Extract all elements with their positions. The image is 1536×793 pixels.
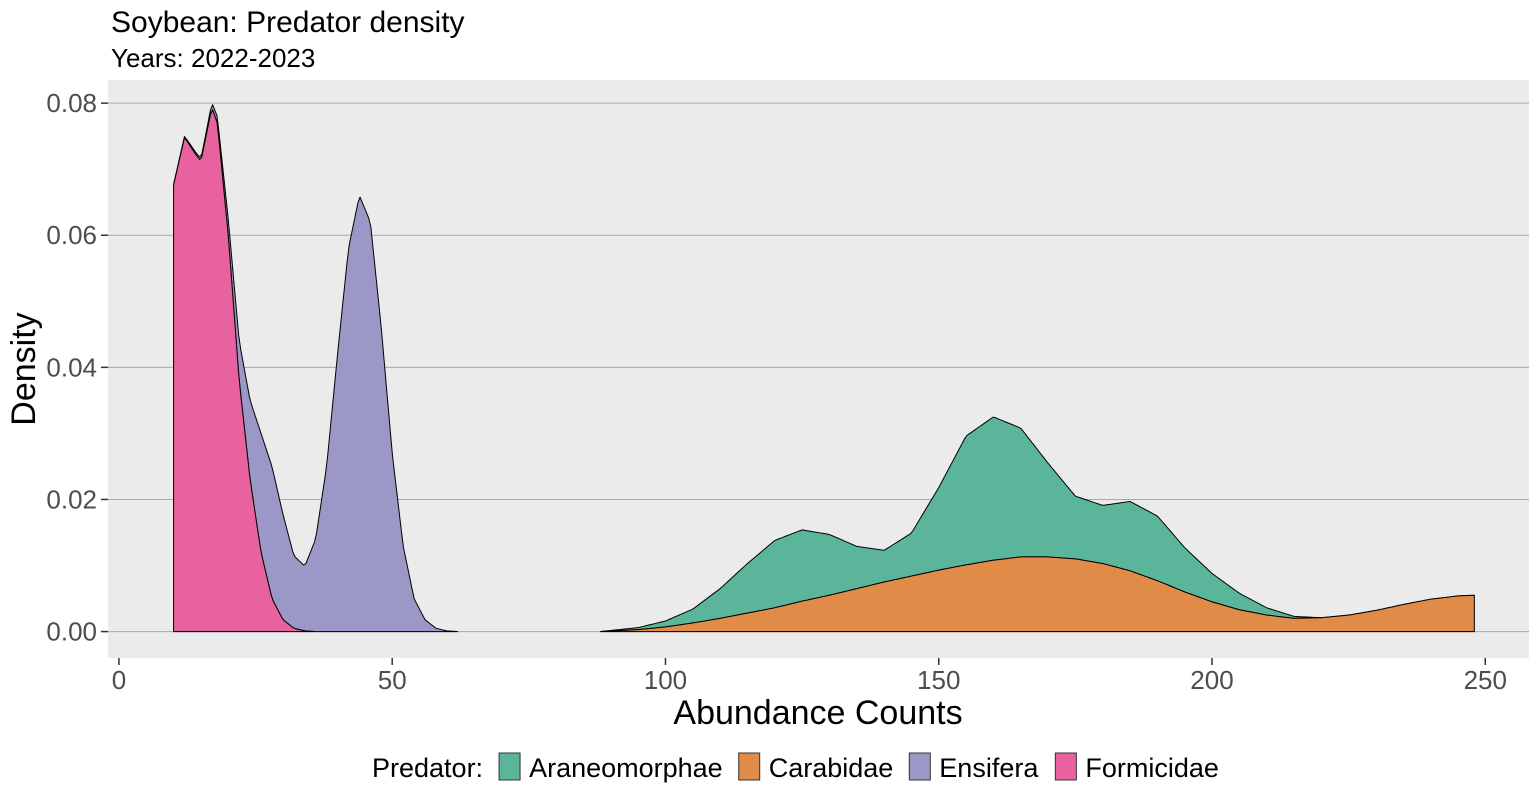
- x-axis-ticks: 0 50 100 150 200 250: [112, 658, 1507, 695]
- y-tick-label: 0.04: [46, 352, 97, 382]
- x-tick-label: 50: [378, 665, 407, 695]
- x-tick-label: 150: [917, 665, 960, 695]
- y-tick-label: 0.06: [46, 220, 97, 250]
- legend-key-formicidae: [1054, 752, 1077, 781]
- legend-label-formicidae: Formicidae: [1085, 753, 1219, 783]
- x-tick-label: 100: [644, 665, 687, 695]
- legend: Predator: Araneomorphae Carabidae Ensifera…: [372, 752, 1219, 783]
- legend-key-araneomorphae: [498, 752, 521, 781]
- y-tick-label: 0.00: [46, 617, 97, 647]
- legend-key-carabidae: [738, 752, 761, 781]
- y-axis-title: Density: [5, 312, 43, 425]
- legend-label-carabidae: Carabidae: [769, 753, 894, 783]
- x-tick-label: 250: [1464, 665, 1507, 695]
- density-areas: [173, 104, 1475, 633]
- density-area-formicidae: [173, 109, 315, 633]
- y-axis-ticks: 0.00 0.02 0.04 0.06 0.08: [46, 88, 108, 647]
- legend-label-araneomorphae: Araneomorphae: [529, 753, 723, 783]
- legend-title: Predator:: [372, 753, 483, 783]
- x-axis-title: Abundance Counts: [673, 694, 962, 732]
- x-tick-label: 200: [1190, 665, 1233, 695]
- y-tick-label: 0.08: [46, 88, 97, 118]
- legend-label-ensifera: Ensifera: [939, 753, 1039, 783]
- legend-key-ensifera: [908, 752, 931, 781]
- x-tick-label: 0: [112, 665, 126, 695]
- chart-subtitle: Years: 2022-2023: [111, 43, 315, 73]
- y-tick-label: 0.02: [46, 484, 97, 514]
- density-area-carabidae: [600, 556, 1475, 633]
- chart-title: Soybean: Predator density: [111, 6, 465, 39]
